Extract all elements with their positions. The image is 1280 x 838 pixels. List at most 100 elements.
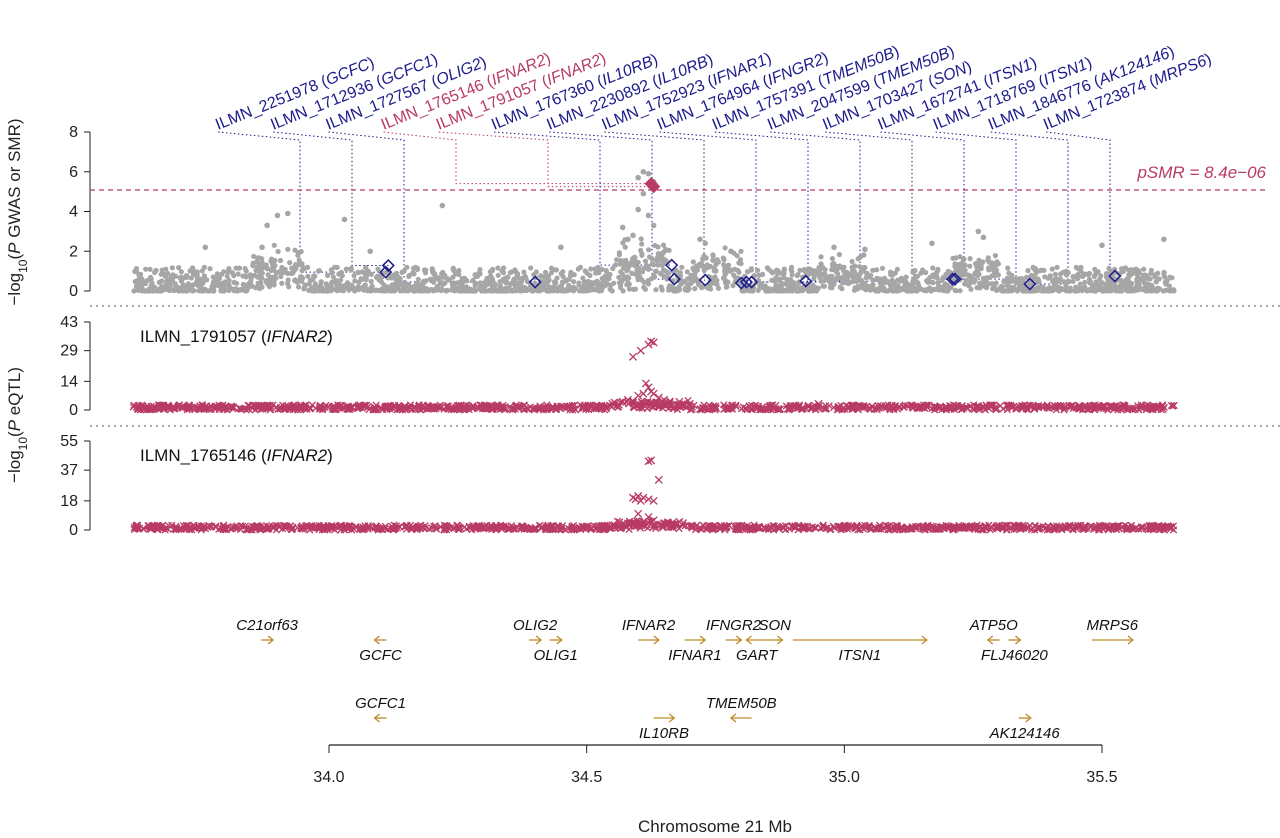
eqtl-point — [965, 523, 973, 532]
gwas-point — [829, 277, 835, 283]
gwas-point — [553, 280, 559, 286]
eqtl-point — [919, 401, 928, 409]
gwas-point — [243, 274, 249, 280]
gwas-point — [620, 271, 626, 277]
gwas-point — [315, 268, 321, 274]
gwas-point — [1072, 288, 1079, 294]
gwas-point — [471, 288, 477, 294]
gwas-point — [1047, 273, 1053, 279]
eqtl-point — [822, 405, 830, 413]
eqtl-point — [1007, 401, 1015, 409]
gwas-point — [636, 269, 642, 275]
gwas-point — [965, 282, 971, 288]
eqtl-point — [177, 525, 186, 533]
gwas-point — [1042, 274, 1048, 280]
eqtl-point — [196, 402, 204, 410]
eqtl-point — [761, 524, 769, 532]
gwas-point — [738, 248, 744, 254]
gene-label: ITSN1 — [839, 647, 882, 664]
eqtl-point — [443, 522, 451, 530]
gwas-point — [733, 275, 739, 281]
eqtl-point — [590, 522, 598, 530]
eqtl-point — [282, 402, 290, 410]
gwas-point — [657, 257, 664, 264]
eqtl-point — [792, 401, 800, 410]
gene-arrowhead — [699, 635, 707, 645]
eqtl-point — [184, 404, 192, 412]
gwas-point — [818, 254, 824, 260]
gwas-point — [564, 288, 571, 294]
eqtl-point — [479, 523, 487, 531]
eqtl-point — [221, 525, 229, 534]
gwas-point — [822, 274, 828, 280]
eqtl-point — [649, 516, 658, 525]
gwas-point — [540, 284, 546, 290]
gwas-point — [653, 257, 660, 263]
eqtl-panel-title: ILMN_1791057 (IFNAR2) — [140, 327, 333, 346]
gwas-point — [411, 283, 417, 289]
gwas-point — [334, 282, 340, 288]
gwas-point — [1050, 286, 1056, 292]
y-tick-label: 29 — [60, 343, 78, 360]
eqtl-point — [547, 403, 556, 412]
gwas-point — [271, 242, 277, 248]
eqtl-point — [460, 523, 469, 531]
gwas-point — [839, 265, 846, 271]
gwas-point — [184, 288, 190, 294]
gwas-point — [1141, 266, 1147, 272]
gwas-point — [645, 281, 652, 287]
gwas-point — [755, 267, 761, 273]
eqtl-point — [962, 403, 971, 411]
gwas-point — [399, 269, 405, 275]
gwas-point — [558, 271, 564, 277]
eqtl-point — [371, 404, 380, 412]
eqtl-point — [628, 352, 638, 361]
eqtl-point — [636, 346, 645, 355]
eqtl-point — [703, 522, 711, 530]
gwas-point — [710, 257, 716, 263]
gwas-point — [1067, 288, 1073, 294]
eqtl-point — [606, 522, 615, 530]
gwas-point — [1058, 271, 1064, 277]
gwas-point — [1096, 286, 1102, 292]
gwas-point — [334, 264, 340, 270]
gwas-point — [144, 277, 151, 284]
eqtl-point — [447, 523, 455, 532]
gwas-point — [632, 286, 639, 292]
eqtl-point — [580, 403, 589, 411]
eqtl-point — [1100, 401, 1108, 410]
gwas-point — [269, 274, 275, 280]
gwas-point — [660, 242, 667, 248]
gwas-point — [748, 288, 754, 294]
eqtl-point — [734, 526, 742, 534]
gwas-point — [558, 244, 564, 251]
eqtl-point — [1118, 523, 1126, 531]
eqtl-point — [1033, 524, 1041, 532]
eqtl-point — [859, 525, 868, 533]
gwas-point — [411, 288, 417, 294]
eqtl-point — [423, 405, 431, 413]
gwas-point — [892, 270, 898, 276]
gwas-point — [705, 285, 711, 291]
eqtl-panel-title: ILMN_1765146 (IFNAR2) — [140, 446, 333, 465]
y-tick-label: 55 — [60, 433, 78, 450]
gwas-point — [641, 279, 647, 285]
gene-label: MRPS6 — [1086, 617, 1138, 634]
gwas-point — [253, 284, 259, 290]
eqtl-point — [200, 404, 208, 412]
gene-label: IFNAR2 — [622, 617, 676, 634]
eqtl-point — [641, 379, 650, 388]
eqtl-point — [481, 402, 490, 411]
y-tick-label: 8 — [69, 124, 78, 141]
eqtl-point — [599, 524, 607, 533]
gwas-point — [990, 286, 996, 292]
gwas-point — [676, 286, 683, 292]
eqtl-point — [289, 404, 297, 412]
eqtl-point — [432, 404, 440, 413]
gwas-point — [587, 272, 593, 279]
gene-label: FLJ46020 — [981, 647, 1048, 664]
x-tick-label: 35.0 — [829, 769, 860, 786]
eqtl-point — [1082, 405, 1091, 413]
eqtl-point — [753, 523, 761, 532]
gwas-point — [879, 281, 886, 287]
